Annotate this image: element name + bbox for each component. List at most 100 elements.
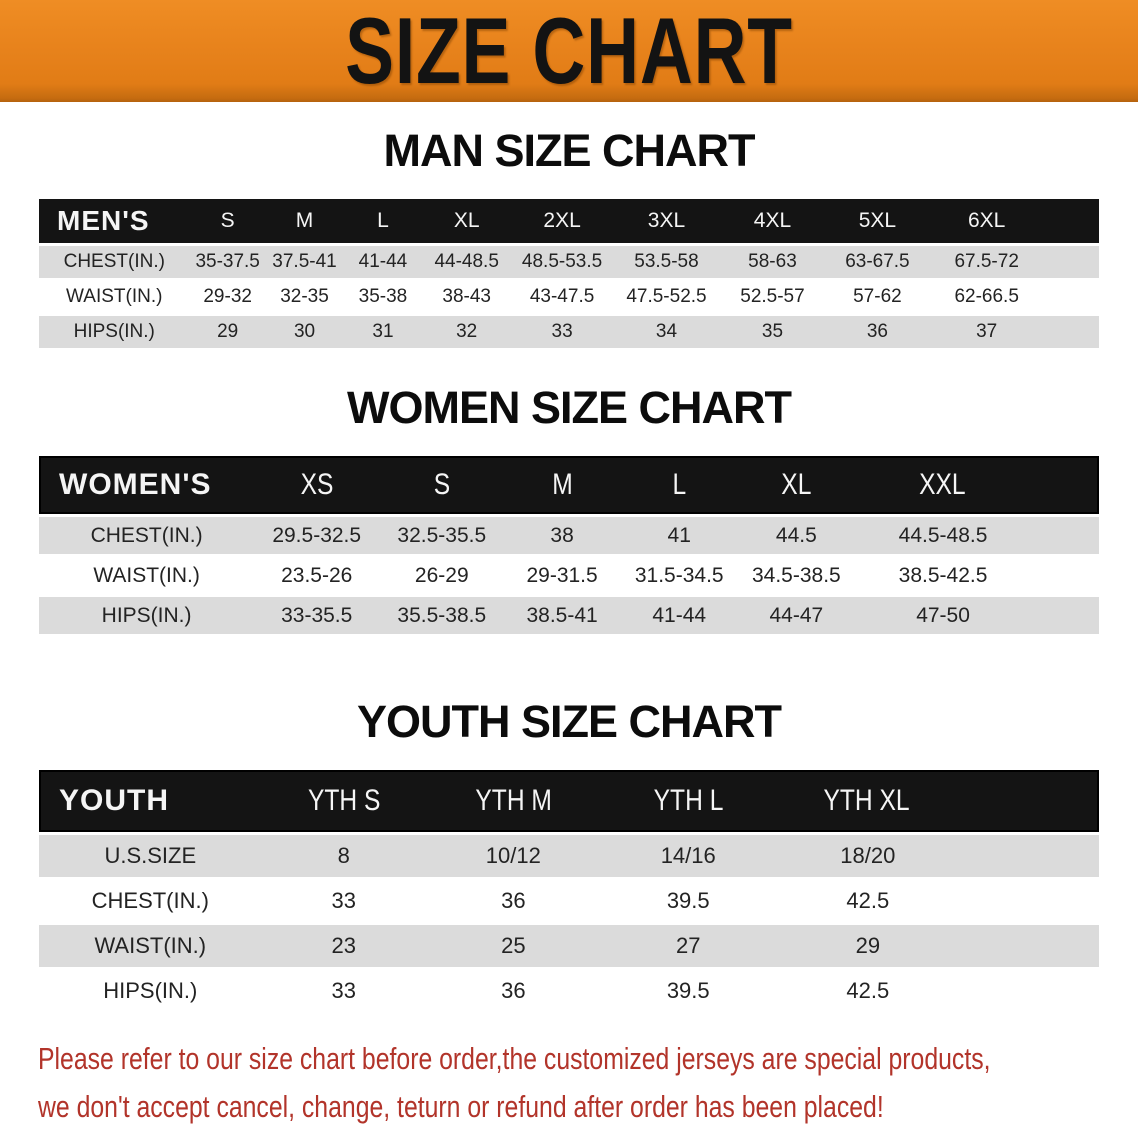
- cell: 14/16: [600, 835, 776, 877]
- cell: 41: [619, 517, 739, 554]
- cell: 57-62: [825, 281, 930, 313]
- cell: 38: [504, 517, 620, 554]
- men-waist-row: WAIST(IN.) 29-32 32-35 35-38 38-43 43-47…: [39, 281, 1099, 313]
- men-col-header: XL: [422, 199, 511, 243]
- cell: 43-47.5: [510, 281, 614, 313]
- cell: 47-50: [854, 597, 1099, 634]
- women-header-label: WOMEN'S: [39, 456, 255, 514]
- men-section-heading: MAN SIZE CHART: [383, 125, 756, 176]
- cell: 38.5-42.5: [854, 557, 1099, 594]
- cell: 32.5-35.5: [379, 517, 505, 554]
- youth-size-table: YOUTH YTH S YTH M YTH L YTH XL U.S.SIZE …: [39, 767, 1099, 1015]
- cell: 29-32: [189, 281, 266, 313]
- cell: 29: [775, 925, 1099, 967]
- men-header-label: MEN'S: [39, 199, 190, 243]
- cell: 33: [261, 970, 426, 1012]
- cell: 48.5-53.5: [510, 246, 614, 278]
- youth-section-heading: YOUTH SIZE CHART: [356, 696, 782, 747]
- row-label: WAIST(IN.): [39, 925, 262, 967]
- cell: 29.5-32.5: [254, 517, 380, 554]
- men-col-header: S: [189, 199, 266, 243]
- row-label: WAIST(IN.): [39, 557, 255, 594]
- men-col-header: 2XL: [510, 199, 614, 243]
- women-col-header: XXL: [854, 456, 1099, 514]
- cell: 8: [261, 835, 426, 877]
- women-chest-row: CHEST(IN.) 29.5-32.5 32.5-35.5 38 41 44.…: [39, 517, 1099, 554]
- cell: 35.5-38.5: [379, 597, 505, 634]
- youth-header-label: YOUTH: [39, 770, 262, 832]
- cell: 42.5: [775, 970, 1099, 1012]
- men-col-header: M: [265, 199, 344, 243]
- youth-hips-row: HIPS(IN.) 33 36 39.5 42.5: [39, 970, 1099, 1012]
- row-label: CHEST(IN.): [39, 246, 190, 278]
- row-label: HIPS(IN.): [39, 597, 255, 634]
- cell: 25: [425, 925, 601, 967]
- cell: 37: [929, 316, 1099, 348]
- cell: 52.5-57: [719, 281, 826, 313]
- cell: 58-63: [719, 246, 826, 278]
- cell: 35-38: [343, 281, 423, 313]
- banner-title: SIZE CHART: [345, 0, 793, 103]
- cell: 36: [425, 970, 601, 1012]
- cell: 26-29: [379, 557, 505, 594]
- cell: 41-44: [619, 597, 739, 634]
- disclaimer: Please refer to our size chart before or…: [38, 1035, 1138, 1131]
- cell: 35-37.5: [189, 246, 266, 278]
- cell: 36: [425, 880, 601, 922]
- men-chest-row: CHEST(IN.) 35-37.5 37.5-41 41-44 44-48.5…: [39, 246, 1099, 278]
- cell: 29-31.5: [504, 557, 620, 594]
- men-header-row: MEN'S S M L XL 2XL 3XL 4XL 5XL 6XL: [39, 199, 1099, 243]
- cell: 34: [613, 316, 720, 348]
- youth-ussize-row: U.S.SIZE 8 10/12 14/16 18/20: [39, 835, 1099, 877]
- cell: 18/20: [775, 835, 1099, 877]
- cell: 10/12: [425, 835, 601, 877]
- cell: 42.5: [775, 880, 1099, 922]
- women-col-header: XL: [738, 456, 855, 514]
- cell: 31.5-34.5: [619, 557, 739, 594]
- women-hips-row: HIPS(IN.) 33-35.5 35.5-38.5 38.5-41 41-4…: [39, 597, 1099, 634]
- women-col-header: S: [379, 456, 505, 514]
- disclaimer-line-1: Please refer to our size chart before or…: [38, 1041, 991, 1076]
- row-label: CHEST(IN.): [39, 880, 262, 922]
- cell: 33: [261, 880, 426, 922]
- cell: 44-47: [738, 597, 855, 634]
- women-waist-row: WAIST(IN.) 23.5-26 26-29 29-31.5 31.5-34…: [39, 557, 1099, 594]
- cell: 67.5-72: [929, 246, 1099, 278]
- cell: 33: [510, 316, 614, 348]
- cell: 34.5-38.5: [738, 557, 855, 594]
- size-chart-banner: SIZE CHART: [0, 0, 1138, 102]
- youth-col-header: YTH XL: [775, 770, 1099, 832]
- men-col-header: 4XL: [719, 199, 826, 243]
- men-col-header: 5XL: [825, 199, 930, 243]
- cell: 23.5-26: [254, 557, 380, 594]
- cell: 23: [261, 925, 426, 967]
- row-label: U.S.SIZE: [39, 835, 262, 877]
- cell: 32: [422, 316, 511, 348]
- cell: 38-43: [422, 281, 511, 313]
- men-size-table: MEN'S S M L XL 2XL 3XL 4XL 5XL 6XL CHEST…: [39, 196, 1099, 351]
- cell: 62-66.5: [929, 281, 1099, 313]
- cell: 41-44: [343, 246, 423, 278]
- women-col-header: XS: [254, 456, 380, 514]
- women-section-heading: WOMEN SIZE CHART: [347, 382, 792, 433]
- youth-chest-row: CHEST(IN.) 33 36 39.5 42.5: [39, 880, 1099, 922]
- row-label: WAIST(IN.): [39, 281, 190, 313]
- women-header-row: WOMEN'S XS S M L XL XXL: [39, 456, 1099, 514]
- cell: 30: [265, 316, 344, 348]
- men-col-header: L: [343, 199, 423, 243]
- men-hips-row: HIPS(IN.) 29 30 31 32 33 34 35 36 37: [39, 316, 1099, 348]
- row-label: HIPS(IN.): [39, 970, 262, 1012]
- row-label: CHEST(IN.): [39, 517, 255, 554]
- cell: 44-48.5: [422, 246, 511, 278]
- men-col-header: 3XL: [613, 199, 720, 243]
- women-size-table: WOMEN'S XS S M L XL XXL CHEST(IN.) 29.5-…: [39, 453, 1099, 637]
- women-col-header: M: [504, 456, 620, 514]
- cell: 36: [825, 316, 930, 348]
- cell: 32-35: [265, 281, 344, 313]
- women-col-header: L: [619, 456, 739, 514]
- row-label: HIPS(IN.): [39, 316, 190, 348]
- cell: 38.5-41: [504, 597, 620, 634]
- cell: 53.5-58: [613, 246, 720, 278]
- cell: 37.5-41: [265, 246, 344, 278]
- cell: 35: [719, 316, 826, 348]
